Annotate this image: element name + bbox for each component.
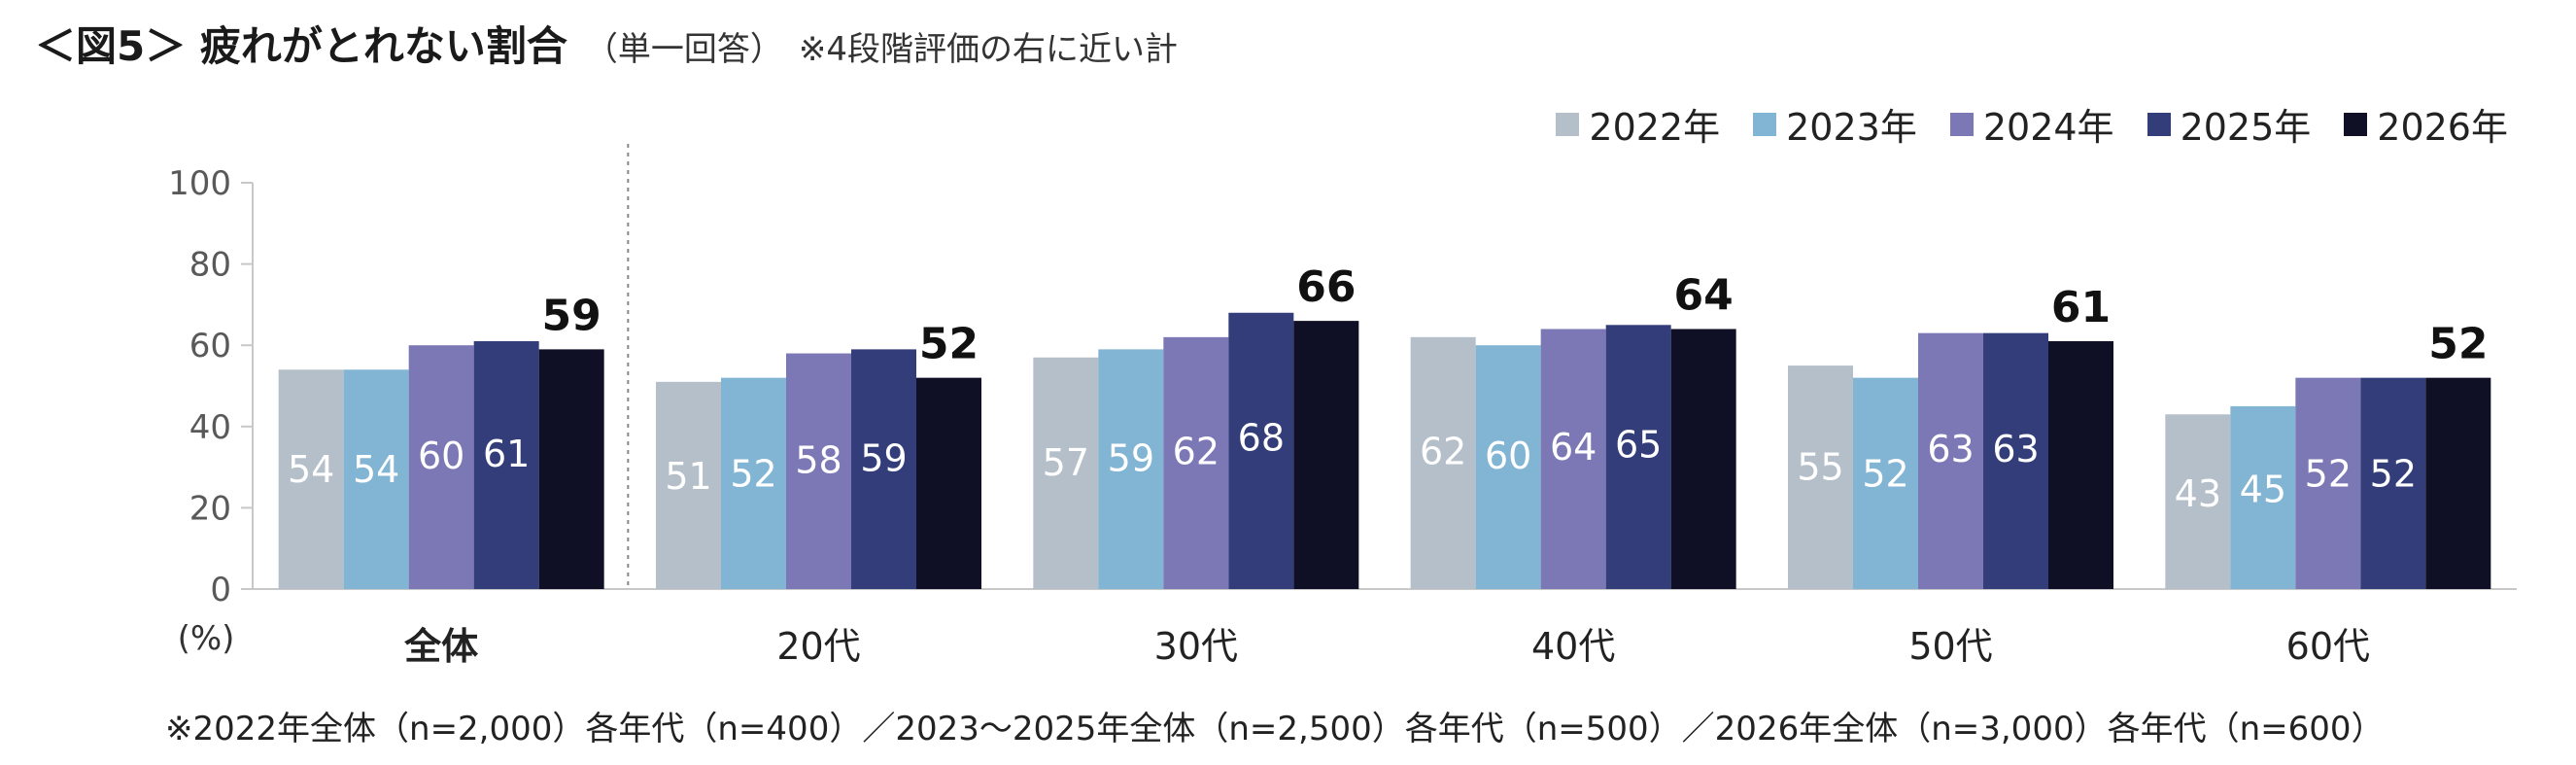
- data-label: 54: [288, 448, 334, 491]
- data-label-emphasis: 59: [542, 291, 601, 340]
- data-label: 52: [1862, 452, 1908, 495]
- bar: [1918, 332, 1983, 589]
- bar: [2165, 414, 2231, 589]
- y-axis-unit-label: (%): [178, 619, 235, 658]
- chart-note: ※4段階評価の右に近い計: [798, 30, 1178, 69]
- data-label-emphasis: 61: [2051, 283, 2111, 332]
- bar: [1983, 332, 2048, 589]
- bar: [1670, 329, 1736, 589]
- bar: [343, 369, 409, 589]
- bar: [1853, 377, 1918, 589]
- y-tick-label: 60: [189, 327, 231, 365]
- data-label-emphasis: 52: [919, 320, 979, 369]
- x-tick-label: 40代: [1531, 625, 1615, 668]
- bar: [916, 377, 981, 589]
- data-label: 59: [860, 436, 907, 479]
- data-label: 65: [1615, 424, 1662, 467]
- bar: [721, 377, 786, 589]
- bar: [851, 349, 916, 589]
- legend-label-2025: 2025年: [2180, 106, 2312, 149]
- bar: [278, 369, 344, 589]
- bar: [1475, 345, 1541, 589]
- x-tick-label: 全体: [403, 625, 478, 668]
- bar: [656, 381, 721, 589]
- legend-label-2022: 2022年: [1589, 106, 1721, 149]
- data-label: 63: [1927, 428, 1974, 470]
- bar: [786, 353, 851, 589]
- legend-swatch-2022: [1556, 112, 1580, 136]
- bar: [473, 341, 539, 589]
- legend-item-2023: 2023年: [1753, 97, 1917, 151]
- data-label: 61: [483, 433, 530, 475]
- data-label: 58: [795, 439, 841, 482]
- bar: [1540, 329, 1606, 589]
- bar: [1098, 349, 1164, 589]
- bar: [1033, 357, 1099, 589]
- y-tick-label: 20: [189, 489, 231, 528]
- x-tick-label: 20代: [776, 625, 860, 668]
- data-label: 62: [1173, 430, 1219, 472]
- bar: [1228, 312, 1294, 589]
- bar: [2230, 405, 2296, 589]
- data-label: 54: [353, 448, 399, 491]
- legend-label-2026: 2026年: [2377, 106, 2508, 149]
- footnote: ※2022年全体（n=2,000）各年代（n=400）／2023～2025年全体…: [165, 710, 2385, 748]
- data-label-emphasis: 64: [1674, 270, 1734, 320]
- legend: 2022年 2023年 2024年 2025年 2026年: [1556, 97, 2508, 151]
- data-label-emphasis: 52: [2428, 320, 2488, 369]
- chart-title: ＜図5＞ 疲れがとれない割合: [35, 22, 567, 70]
- y-tick-label: 80: [189, 246, 231, 285]
- y-tick-label: 0: [210, 571, 231, 609]
- y-tick-label: 100: [168, 164, 231, 203]
- legend-swatch-2024: [1949, 112, 1974, 136]
- bar: [2360, 377, 2426, 589]
- data-label: 57: [1043, 441, 1089, 484]
- legend-swatch-2026: [2344, 112, 2368, 136]
- y-tick-label: 40: [189, 408, 231, 447]
- data-label: 51: [665, 455, 711, 498]
- legend-item-2024: 2024年: [1949, 97, 2114, 151]
- legend-item-2025: 2025年: [2147, 97, 2312, 151]
- x-tick-label: 50代: [1908, 625, 1992, 668]
- data-label: 60: [418, 435, 464, 477]
- chart-subtitle: （単一回答）: [584, 30, 783, 69]
- data-label: 68: [1238, 417, 1285, 460]
- bar: [2295, 377, 2361, 589]
- data-label: 52: [2305, 452, 2352, 495]
- bar: [1293, 321, 1359, 589]
- chart-title-row: ＜図5＞ 疲れがとれない割合 （単一回答） ※4段階評価の右に近い計: [35, 14, 1178, 82]
- x-tick-label: 60代: [2286, 625, 2370, 668]
- data-label: 43: [2175, 472, 2221, 515]
- data-label: 52: [730, 452, 776, 495]
- bar: [408, 345, 474, 589]
- data-label: 59: [1108, 436, 1154, 479]
- legend-item-2026: 2026年: [2344, 97, 2508, 151]
- data-label: 60: [1485, 435, 1531, 477]
- bar: [2048, 341, 2113, 589]
- legend-label-2023: 2023年: [1786, 106, 1917, 149]
- data-label-emphasis: 66: [1296, 262, 1356, 312]
- legend-swatch-2023: [1753, 112, 1777, 136]
- bar: [1410, 336, 1476, 589]
- bar: [1163, 336, 1229, 589]
- data-label: 64: [1550, 426, 1597, 469]
- x-tick-label: 30代: [1154, 625, 1238, 668]
- bar: [1788, 365, 1853, 589]
- bar: [1605, 325, 1671, 589]
- legend-item-2022: 2022年: [1556, 97, 1720, 151]
- legend-label-2024: 2024年: [1982, 106, 2114, 149]
- bar: [538, 349, 604, 589]
- data-label: 63: [1992, 428, 2039, 470]
- legend-swatch-2025: [2147, 112, 2171, 136]
- data-label: 52: [2370, 452, 2417, 495]
- data-label: 62: [1420, 430, 1466, 472]
- data-label: 45: [2240, 469, 2286, 511]
- bar: [2425, 377, 2491, 589]
- data-label: 55: [1797, 446, 1843, 489]
